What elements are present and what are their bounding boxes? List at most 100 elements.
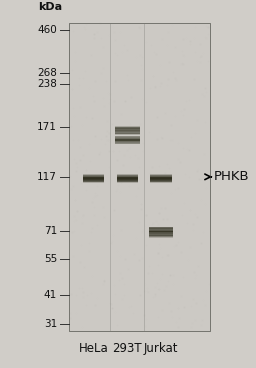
Bar [149,232,174,233]
Bar [151,179,172,180]
Bar [115,139,140,140]
Bar [151,176,172,177]
Bar [83,177,104,178]
Bar [151,180,172,181]
Bar [115,137,140,138]
Text: 268: 268 [37,68,57,78]
Bar [116,177,138,178]
Bar [115,127,140,128]
Bar [151,177,172,178]
Bar [116,179,138,180]
Bar [151,176,172,177]
Bar [115,143,140,144]
Bar [115,131,140,132]
Text: HeLa: HeLa [79,342,108,354]
Bar [115,129,140,130]
Bar [116,182,138,183]
Bar [115,138,140,139]
Bar [151,181,172,182]
Bar [151,174,172,175]
Bar [151,178,172,179]
Bar [116,178,138,179]
Bar [83,178,104,179]
Bar [149,235,174,236]
Text: 41: 41 [44,290,57,300]
Bar [116,181,138,182]
Bar [151,179,172,180]
Bar [149,237,174,238]
Bar [149,228,174,229]
Bar [83,179,104,180]
Bar [115,130,140,131]
Bar [83,174,104,175]
Bar [151,179,172,180]
Bar [69,23,210,331]
Bar [83,175,104,176]
Bar [151,175,172,176]
Bar [115,132,140,133]
Bar [149,234,174,235]
Bar [83,175,104,176]
Bar [115,140,140,141]
Bar [149,232,174,233]
Bar [149,233,174,234]
Bar [116,177,138,178]
Bar [149,233,174,234]
Bar [115,140,140,141]
Text: 238: 238 [37,79,57,89]
Bar [115,126,140,127]
Bar [83,176,104,177]
Bar [83,181,104,182]
Text: PHKB: PHKB [214,170,249,183]
Bar [151,175,172,176]
Bar [115,128,140,129]
Bar [151,181,172,182]
Bar [116,182,138,183]
Bar [83,179,104,180]
Text: 31: 31 [44,319,57,329]
Bar [149,236,174,237]
Bar [83,180,104,181]
Bar [115,132,140,133]
Bar [115,127,140,128]
Bar [83,176,104,177]
Bar [115,133,140,134]
Bar [115,129,140,130]
Bar [83,174,104,175]
Bar [115,131,140,132]
Bar [116,181,138,182]
Bar [115,130,140,131]
Bar [149,227,174,228]
Bar [116,174,138,175]
Bar [149,228,174,229]
Text: 460: 460 [37,25,57,35]
Text: 117: 117 [37,172,57,182]
Text: 71: 71 [44,226,57,236]
Bar [83,179,104,180]
Bar [151,182,172,183]
Bar [149,236,174,237]
Bar [149,235,174,236]
Bar [115,138,140,139]
Bar [116,178,138,179]
Bar [115,141,140,142]
Bar [116,180,138,181]
Bar [83,180,104,181]
Bar [116,176,138,177]
Bar [151,180,172,181]
Bar [149,229,174,230]
Text: 55: 55 [44,254,57,264]
Bar [115,132,140,133]
Bar [115,136,140,137]
Bar [116,179,138,180]
Bar [115,141,140,142]
Bar [115,133,140,134]
Bar [149,234,174,235]
Bar [83,176,104,177]
Text: 171: 171 [37,122,57,132]
Bar [115,136,140,137]
Bar [115,128,140,129]
Bar [149,227,174,228]
Bar [116,176,138,177]
Bar [116,176,138,177]
